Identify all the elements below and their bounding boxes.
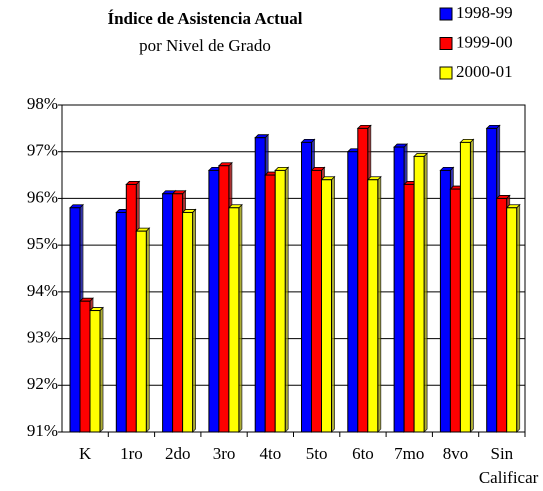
bar <box>357 127 369 433</box>
bar <box>172 193 184 433</box>
x-tick-label: 5to <box>305 444 328 463</box>
x-tick-label: K <box>79 444 92 463</box>
bar <box>301 141 312 433</box>
bar <box>69 207 81 433</box>
x-tick-label: 1ro <box>120 444 143 463</box>
legend-label: 1999-00 <box>456 32 513 51</box>
legend-swatch <box>439 7 453 21</box>
y-tick-label: 95% <box>27 234 58 253</box>
bar <box>274 169 286 433</box>
x-tick-label: 6to <box>352 444 374 463</box>
chart-title: Índice de Asistencia Actual <box>107 9 302 28</box>
bar <box>459 141 471 433</box>
bar <box>135 230 147 433</box>
y-tick-label: 91% <box>27 421 58 440</box>
bar <box>321 179 332 433</box>
bar <box>486 127 498 433</box>
legend-swatch <box>439 66 453 80</box>
x-tick-label: 4to <box>259 444 282 463</box>
bar <box>228 207 240 433</box>
x-tick-label: 3ro <box>212 444 236 463</box>
bar <box>347 151 359 433</box>
bar <box>89 310 101 433</box>
bar <box>254 137 266 433</box>
bar <box>125 183 137 433</box>
bar <box>413 155 425 433</box>
y-tick-label: 96% <box>27 187 58 206</box>
legend-label: 2000-01 <box>456 62 513 81</box>
x-tick-label: 7mo <box>394 444 425 463</box>
x-tick-label: 8vo <box>442 444 469 463</box>
bar <box>506 207 518 433</box>
x-tick-label: 2do <box>165 444 191 463</box>
bar <box>208 169 220 433</box>
bar <box>115 211 127 433</box>
bar <box>449 188 461 433</box>
bar <box>439 169 451 433</box>
bar <box>162 193 174 433</box>
y-tick-label: 92% <box>27 374 58 393</box>
legend-swatch <box>439 37 453 50</box>
bar <box>79 300 91 433</box>
y-tick-label: 94% <box>27 281 58 300</box>
y-tick-label: 98% <box>27 94 58 113</box>
legend-label: 1998-99 <box>456 3 513 22</box>
y-tick-label: 97% <box>27 141 58 160</box>
bar <box>496 197 508 433</box>
chart-subtitle: por Nivel de Grado <box>139 36 271 55</box>
x-tick-label: Sin Calificar <box>478 444 539 487</box>
bar <box>311 169 322 433</box>
y-tick-label: 93% <box>27 327 58 346</box>
bar <box>218 165 230 433</box>
bar <box>403 183 415 433</box>
bar <box>264 174 276 433</box>
bar <box>182 211 194 433</box>
bar <box>367 179 379 433</box>
bar <box>393 146 405 433</box>
